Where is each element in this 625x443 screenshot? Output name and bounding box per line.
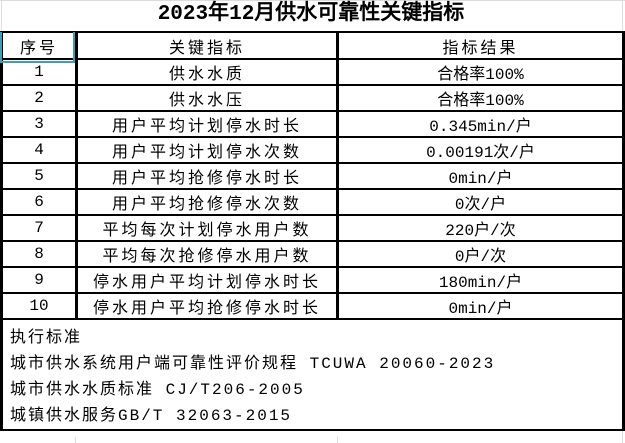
table-title[interactable]: 2023年12月供水可靠性关键指标 <box>157 3 465 26</box>
standard-line: 城市供水水质标准 CJ/T206-2005 <box>10 381 305 399</box>
cell-result[interactable]: 合格率100% <box>336 84 625 112</box>
cell-indicator[interactable]: 用户平均计划停水次数 <box>75 136 339 164</box>
cell-no[interactable]: 3 <box>0 110 78 138</box>
table-header-row: 序号 关键指标 指标结果 <box>0 31 625 60</box>
cell-result[interactable]: 0次/户 <box>336 188 625 216</box>
standards-footer-cell[interactable]: 执行标准 城市供水系统用户端可靠性评价规程 TCUWA 20060-2023 城… <box>0 318 625 431</box>
cell-result[interactable]: 180min/户 <box>336 266 625 294</box>
cell-indicator[interactable]: 停水用户平均计划停水时长 <box>75 266 339 294</box>
cell-no[interactable]: 6 <box>0 188 78 216</box>
table-row: 10 停水用户平均抢修停水时长 0min/户 <box>0 292 625 320</box>
cell-indicator[interactable]: 平均每次抢修停水用户数 <box>75 240 339 268</box>
standard-line: 城镇供水服务GB/T 32063-2015 <box>10 407 293 425</box>
cell-indicator[interactable]: 供水水压 <box>75 84 339 112</box>
cell-result[interactable]: 合格率100% <box>336 58 625 86</box>
header-cell-no[interactable]: 序号 <box>0 31 78 60</box>
header-cell-result[interactable]: 指标结果 <box>336 31 625 60</box>
cell-result[interactable]: 0.00191次/户 <box>336 136 625 164</box>
gridline-left <box>1 0 2 31</box>
cell-no[interactable]: 4 <box>0 136 78 164</box>
standards-footer-row: 执行标准 城市供水系统用户端可靠性评价规程 TCUWA 20060-2023 城… <box>0 318 625 431</box>
cell-indicator[interactable]: 平均每次计划停水用户数 <box>75 214 339 242</box>
table-row: 1 供水水质 合格率100% <box>0 58 625 86</box>
cell-indicator[interactable]: 用户平均抢修停水次数 <box>75 188 339 216</box>
cell-no[interactable]: 7 <box>0 214 78 242</box>
standard-line: 城市供水系统用户端可靠性评价规程 TCUWA 20060-2023 <box>10 355 496 373</box>
cell-result[interactable]: 0min/户 <box>336 162 625 190</box>
cell-no[interactable]: 2 <box>0 84 78 112</box>
cell-indicator[interactable]: 供水水质 <box>75 58 339 86</box>
cell-result[interactable]: 0min/户 <box>336 292 625 320</box>
table-row: 4 用户平均计划停水次数 0.00191次/户 <box>0 136 625 164</box>
header-cell-indicator[interactable]: 关键指标 <box>75 31 339 60</box>
cell-indicator[interactable]: 停水用户平均抢修停水时长 <box>75 292 339 320</box>
gridline-top <box>0 0 625 1</box>
cell-result[interactable]: 220户/次 <box>336 214 625 242</box>
standards-title: 执行标准 <box>10 329 83 347</box>
cell-result[interactable]: 0户/次 <box>336 240 625 268</box>
cell-no[interactable]: 5 <box>0 162 78 190</box>
indicators-table: 序号 关键指标 指标结果 1 供水水质 合格率100% 2 供水水压 合格率10… <box>0 31 625 431</box>
table-row: 9 停水用户平均计划停水时长 180min/户 <box>0 266 625 294</box>
cell-no[interactable]: 9 <box>0 266 78 294</box>
cell-no[interactable]: 8 <box>0 240 78 268</box>
table-row: 2 供水水压 合格率100% <box>0 84 625 112</box>
table-row: 7 平均每次计划停水用户数 220户/次 <box>0 214 625 242</box>
cell-result[interactable]: 0.345min/户 <box>336 110 625 138</box>
table-row: 3 用户平均计划停水时长 0.345min/户 <box>0 110 625 138</box>
cell-indicator[interactable]: 用户平均计划停水时长 <box>75 110 339 138</box>
cell-indicator[interactable]: 用户平均抢修停水时长 <box>75 162 339 190</box>
gridline-bottom-col2 <box>337 437 338 443</box>
gridline-bottom-col1 <box>75 437 76 443</box>
table-row: 5 用户平均抢修停水时长 0min/户 <box>0 162 625 190</box>
table-row: 6 用户平均抢修停水次数 0次/户 <box>0 188 625 216</box>
table-row: 8 平均每次抢修停水用户数 0户/次 <box>0 240 625 268</box>
cell-no[interactable]: 1 <box>0 58 78 86</box>
cell-no[interactable]: 10 <box>0 292 78 320</box>
